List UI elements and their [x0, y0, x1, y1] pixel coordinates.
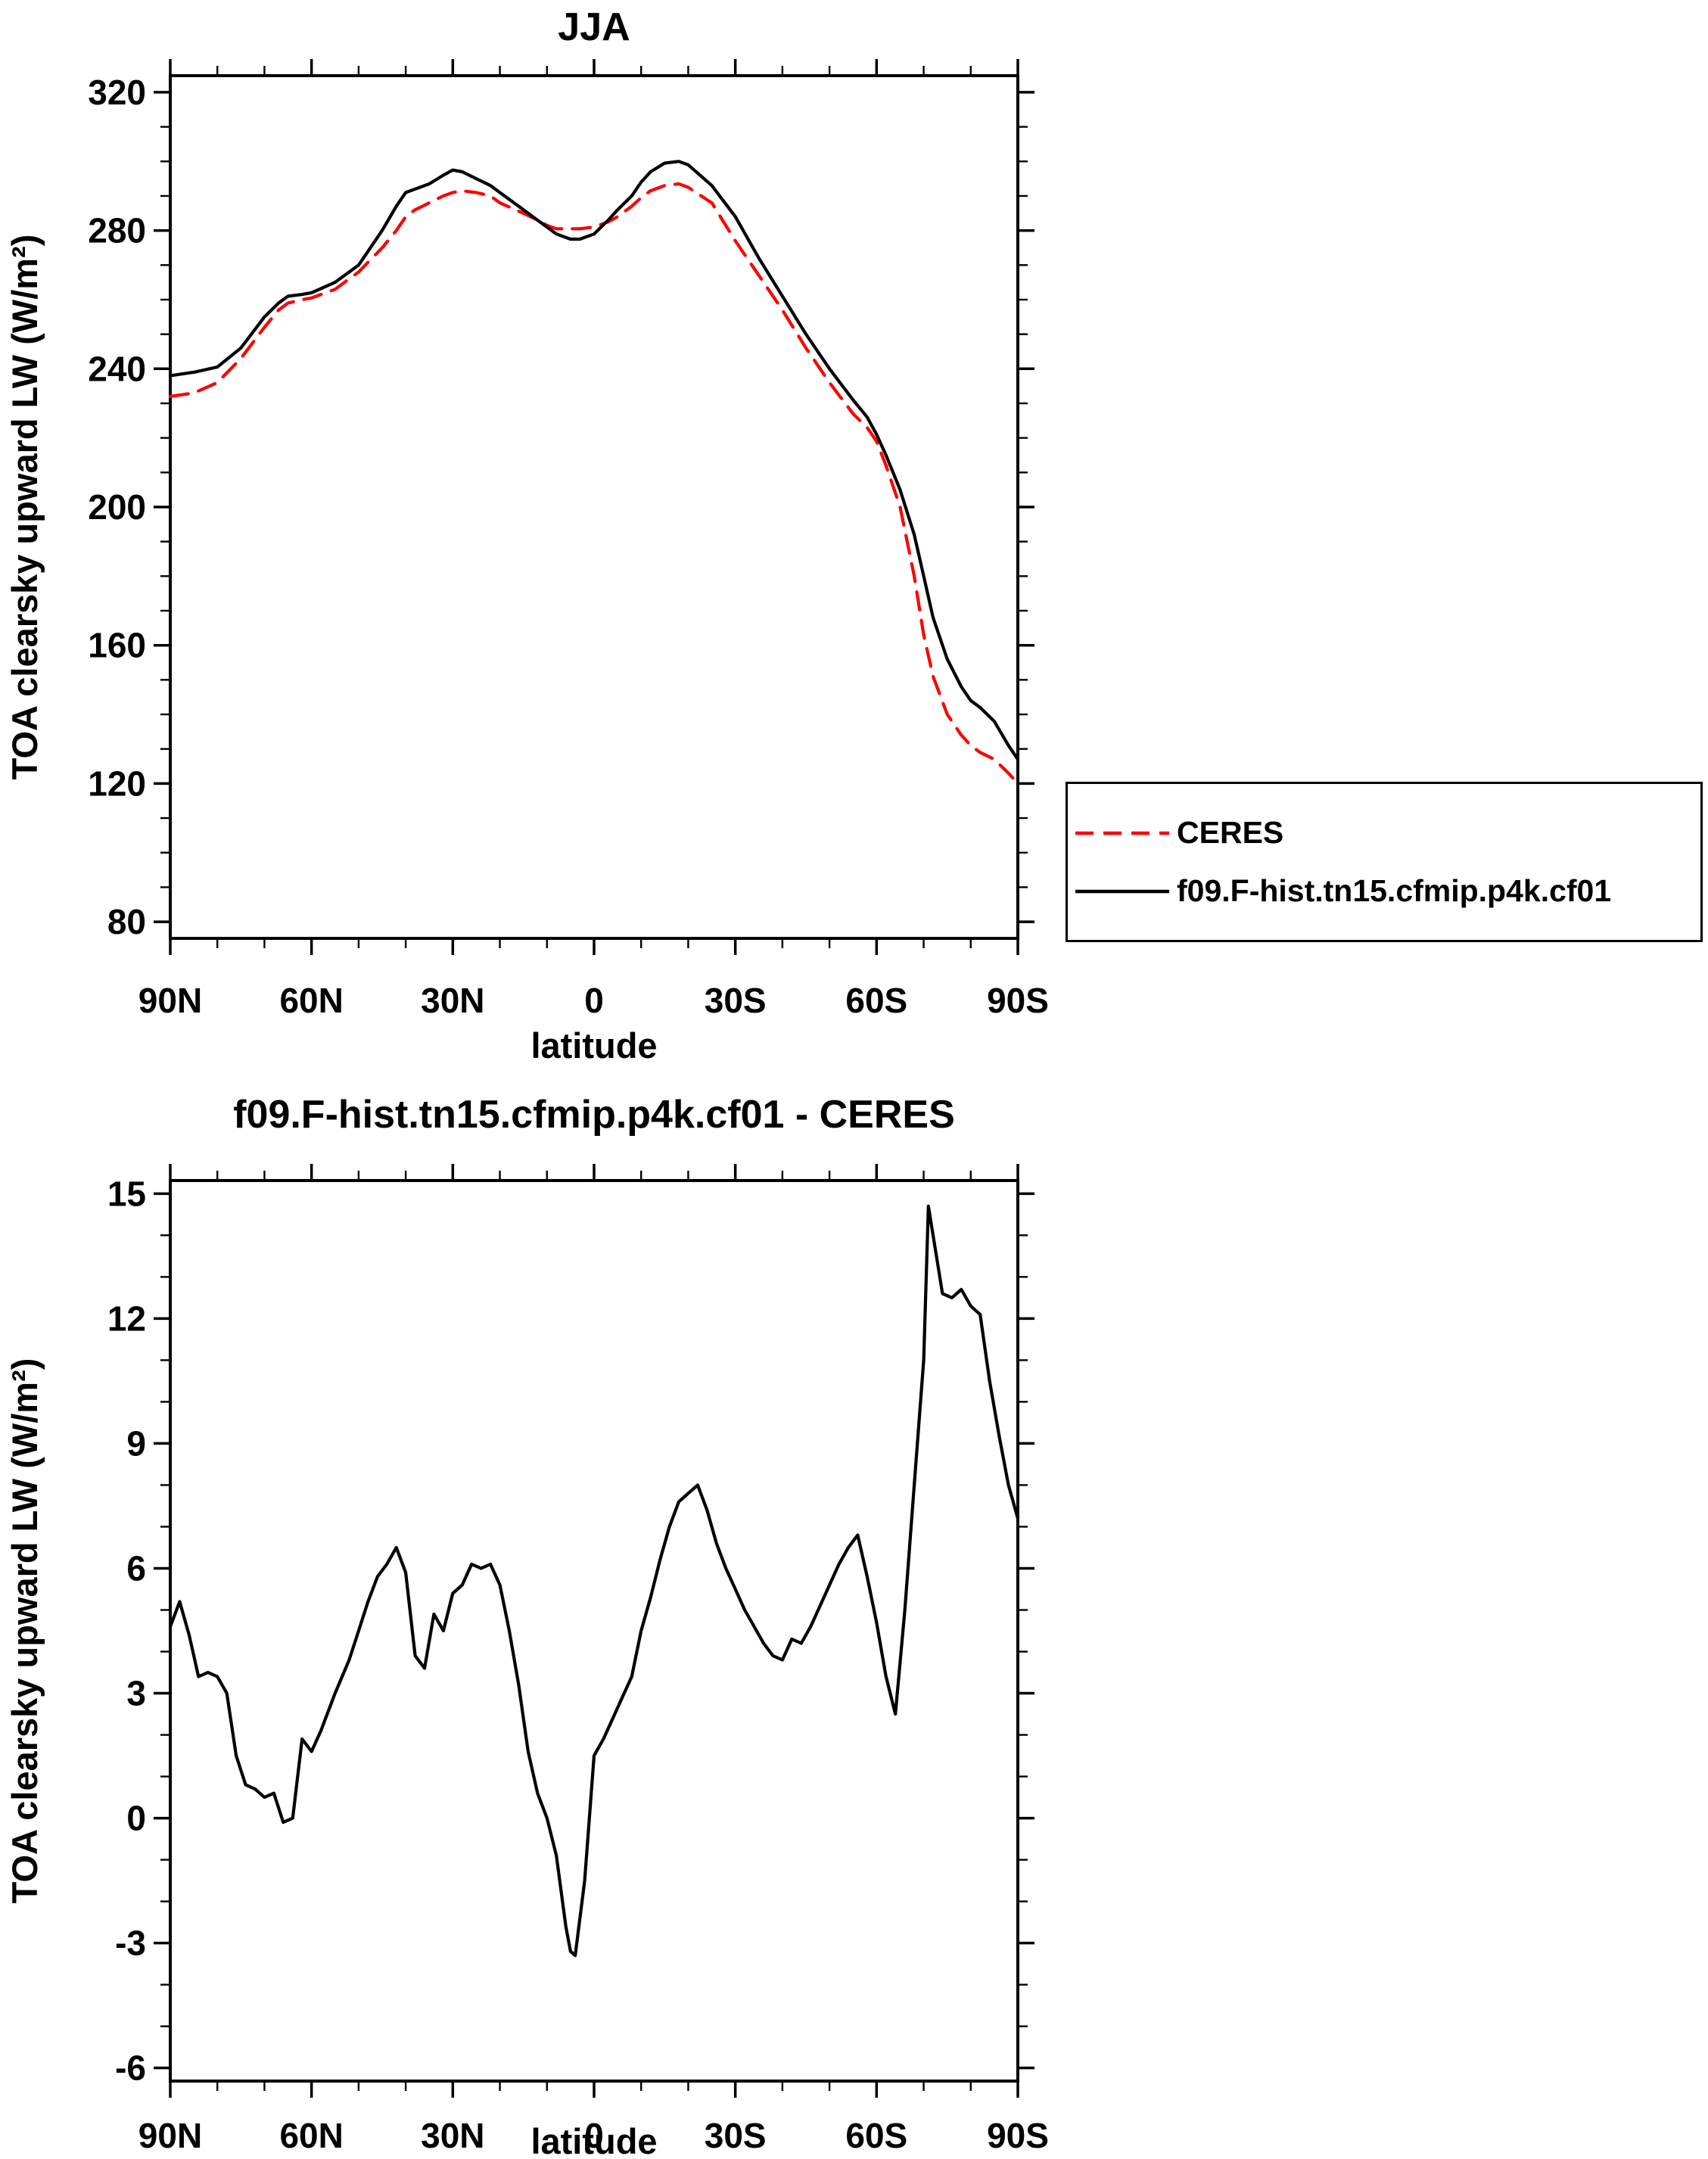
x-tick-label: 30S — [705, 2116, 767, 2155]
y-tick-label: 12 — [107, 1299, 146, 1338]
x-tick-label: 60S — [845, 2116, 907, 2155]
y-tick-label: 80 — [107, 902, 146, 941]
data-line-solid — [168, 160, 1020, 761]
plot-frame — [169, 1179, 1019, 2083]
legend-box: CERES f09.F-hist.tn15.cfmip.p4k.cf01 — [1066, 782, 1703, 942]
y-tick-label: 280 — [88, 211, 146, 250]
x-tick-label: 0 — [584, 981, 604, 1020]
chart-title-bottom: f09.F-hist.tn15.cfmip.p4k.cf01 - CERES — [233, 1093, 955, 1137]
y-tick-label: 0 — [126, 1799, 146, 1838]
x-tick-label: 0 — [584, 2116, 604, 2155]
y-tick-label: 200 — [88, 487, 146, 527]
x-tick-label: 60N — [279, 981, 343, 1020]
legend-item-ceres: CERES — [1074, 815, 1696, 851]
y-tick-label: -6 — [115, 2049, 146, 2088]
x-tick-label: 60S — [845, 981, 907, 1020]
chart-title-top: JJA — [558, 5, 630, 49]
legend-label-ceres: CERES — [1177, 815, 1284, 850]
line-chart-top-jja: 90N 60N 30N 0 30S 60S 90S 80 120 160 200 240 280 320 — [88, 59, 1049, 1020]
x-tick-label: 90N — [138, 2116, 202, 2155]
y-tick-label: 15 — [107, 1174, 146, 1213]
data-line-solid — [168, 1204, 1020, 1958]
x-tick-label: 30N — [421, 2116, 484, 2155]
y-tick-label: 320 — [88, 73, 146, 112]
data-line-dashed — [168, 182, 1020, 786]
y-tick-label: 240 — [88, 349, 146, 388]
x-tick-label: 30N — [421, 981, 484, 1020]
x-axis-label-top: latitude — [530, 1025, 658, 1066]
line-chart-bottom-difference: 90N 60N 30N 0 30S 60S 90S -6 -3 0 3 6 9 12 15 — [107, 1164, 1049, 2155]
y-tick-label: 160 — [88, 626, 146, 665]
x-tick-label: 90S — [987, 981, 1049, 1020]
legend-line-sample-model — [1075, 889, 1169, 893]
legend-label-model: f09.F-hist.tn15.cfmip.p4k.cf01 — [1177, 873, 1612, 908]
x-tick-label: 30S — [705, 981, 767, 1020]
legend-line-sample-ceres — [1075, 831, 1169, 835]
y-tick-label: 120 — [88, 764, 146, 803]
x-tick-label: 90N — [138, 981, 202, 1020]
x-axis-label-bottom: latitude — [530, 2121, 658, 2159]
y-tick-label: 3 — [126, 1674, 146, 1713]
plot-frame — [169, 74, 1019, 940]
y-tick-label: 6 — [126, 1548, 146, 1588]
legend-item-model: f09.F-hist.tn15.cfmip.p4k.cf01 — [1074, 873, 1696, 909]
y-tick-label: -3 — [115, 1924, 146, 1963]
y-tick-label: 9 — [126, 1423, 146, 1463]
x-tick-label: 90S — [987, 2116, 1049, 2155]
x-tick-label: 60N — [279, 2116, 343, 2155]
